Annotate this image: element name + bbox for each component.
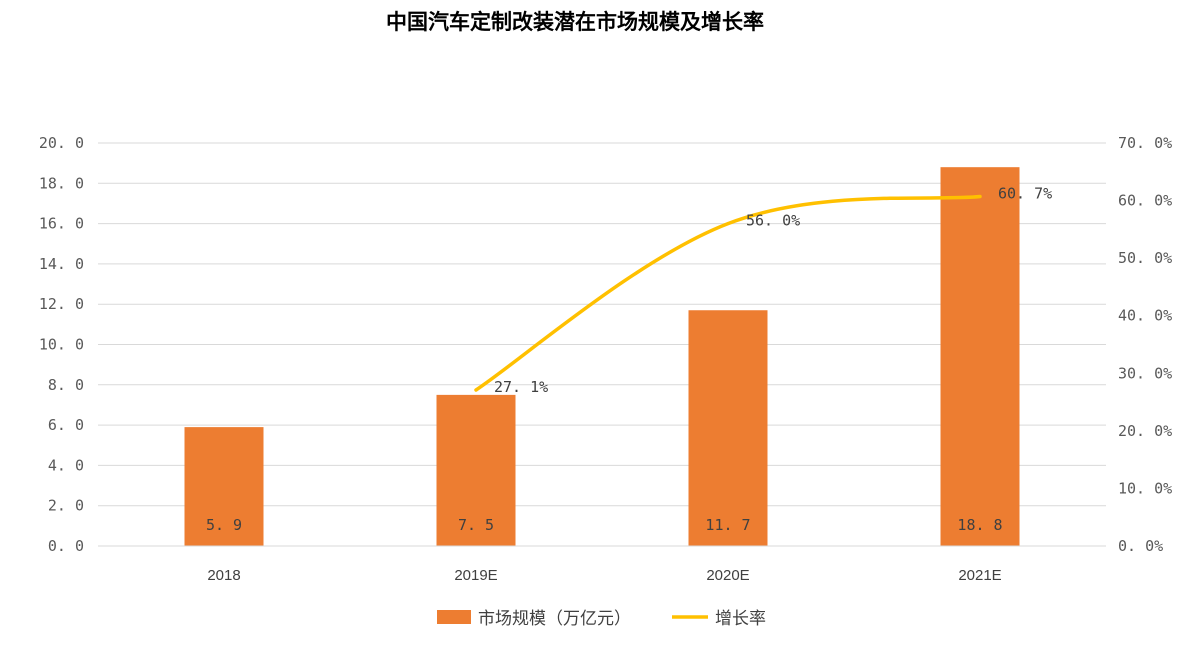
line-data-label: 60. 7% (998, 185, 1052, 203)
legend-bar-swatch (437, 610, 471, 624)
bar-data-label: 5. 9 (206, 516, 242, 534)
y-left-tick-label: 12. 0 (39, 295, 84, 313)
y-right-tick-label: 40. 0% (1118, 307, 1172, 325)
chart-title: 中国汽车定制改装潜在市场规模及增长率 (386, 10, 764, 34)
legend: 市场规模（万亿元） 增长率 (437, 609, 766, 629)
line-data-label: 27. 1% (494, 378, 548, 396)
bar-data-label: 7. 5 (458, 516, 494, 534)
bar-series (184, 167, 1020, 546)
bar-data-label: 18. 8 (957, 516, 1002, 534)
y-left-tick-label: 2. 0 (48, 497, 84, 515)
y-left-tick-label: 20. 0 (39, 134, 84, 152)
x-tick-label: 2018 (207, 567, 240, 584)
y-right-tick-label: 60. 0% (1118, 192, 1172, 210)
y-right-tick-label: 10. 0% (1118, 479, 1172, 497)
x-tick-label: 2021E (958, 567, 1001, 584)
y-left-tick-label: 14. 0 (39, 255, 84, 273)
bar (436, 394, 516, 546)
bar (184, 427, 264, 546)
axes: 0. 0 2. 0 4. 0 6. 0 8. 0 10. 0 12. 0 14. 0 16. 0… (39, 134, 1172, 584)
y-right-tick-label: 30. 0% (1118, 364, 1172, 382)
legend-line-label: 增长率 (715, 609, 766, 629)
y-right-tick-label: 50. 0% (1118, 249, 1172, 267)
gridlines (98, 142, 1106, 547)
bar (688, 310, 768, 546)
y-left-tick-label: 4. 0 (48, 456, 84, 474)
x-tick-label: 2020E (706, 567, 749, 584)
y-left-tick-label: 10. 0 (39, 336, 84, 354)
x-tick-label: 2019E (454, 567, 497, 584)
line-point (474, 388, 478, 392)
data-labels: 5. 9 7. 5 11. 7 18. 8 27. 1% 56. 0% 60. 7% (206, 185, 1052, 534)
y-right-tick-label: 20. 0% (1118, 422, 1172, 440)
bar-data-label: 11. 7 (705, 516, 750, 534)
y-left-tick-label: 18. 0 (39, 174, 84, 192)
y-left-tick-label: 8. 0 (48, 376, 84, 394)
y-right-tick-label: 0. 0% (1118, 537, 1163, 555)
y-left-tick-label: 16. 0 (39, 215, 84, 233)
line-series (474, 194, 982, 392)
line-data-label: 56. 0% (746, 212, 800, 230)
y-left-tick-label: 6. 0 (48, 416, 84, 434)
line-point (726, 222, 730, 226)
y-right-tick-label: 70. 0% (1118, 134, 1172, 152)
bar (940, 167, 1020, 546)
line-point (978, 195, 982, 199)
y-left-tick-label: 0. 0 (48, 537, 84, 555)
legend-bar-label: 市场规模（万亿元） (478, 609, 631, 629)
